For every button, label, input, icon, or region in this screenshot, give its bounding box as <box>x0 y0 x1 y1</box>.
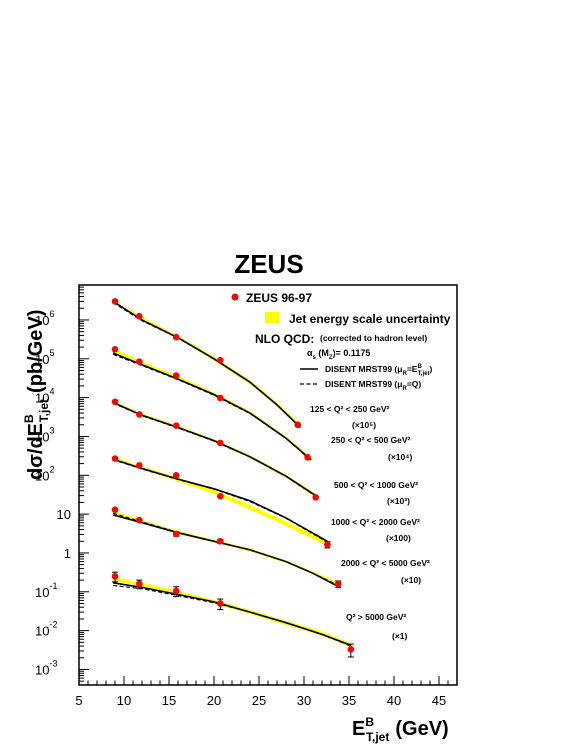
theory-solid-line <box>112 514 341 589</box>
x-tick-label: 25 <box>252 693 266 708</box>
y-tick-label: 102 <box>35 464 54 483</box>
data-point <box>217 394 224 402</box>
uncertainty-band <box>113 400 318 499</box>
data-point <box>172 530 180 538</box>
data-point <box>136 411 143 418</box>
data-point <box>172 333 180 341</box>
y-tick-label: 105 <box>35 348 54 367</box>
legend-alpha-label: αs (MZ)= 0.1175 <box>307 348 370 361</box>
legend-dashed-label: DISENT MRST99 (μR=Q) <box>325 379 421 392</box>
data-point <box>347 646 355 653</box>
theory-solid-line <box>112 401 318 498</box>
y-tick-label: 10-3 <box>35 658 57 677</box>
region-label: 125 < Q² < 250 GeV² <box>310 404 390 414</box>
region-scale: (×10³) <box>387 496 410 506</box>
region-scale: (×1) <box>392 631 408 641</box>
x-tick-label: 30 <box>297 693 311 708</box>
data-point <box>111 455 119 462</box>
data-point <box>136 516 143 524</box>
legend-data-marker <box>231 293 239 301</box>
data-point <box>334 580 342 588</box>
theory-dashed-line <box>113 584 352 647</box>
y-tick-label: 106 <box>35 309 54 328</box>
region-label: 500 < Q² < 1000 GeV² <box>334 480 418 490</box>
x-tick-label: 15 <box>162 693 176 708</box>
y-axis-label: dσ/dEBT,jet(pb/GeV) <box>22 310 51 480</box>
data-point <box>217 600 224 607</box>
legend-corrected-label: (corrected to hadron level) <box>320 333 427 343</box>
chart-title: ZEUS <box>234 249 303 279</box>
data-point <box>172 587 180 595</box>
x-tick-label: 5 <box>75 693 82 708</box>
legend-solid-label: DISENT MRST99 (μR=EB T,jet) <box>325 364 432 377</box>
data-point <box>172 372 180 379</box>
theory-solid-line <box>112 300 301 429</box>
data-point <box>172 471 180 479</box>
legend: ZEUS 96-97 Jet energy scale uncertainty … <box>231 291 451 392</box>
data-point <box>217 356 224 364</box>
legend-band-label: Jet energy scale uncertainty <box>289 312 451 326</box>
data-point <box>217 439 224 447</box>
data-point <box>312 494 320 501</box>
data-point <box>294 421 302 429</box>
uncertainty-band <box>113 577 351 647</box>
data-point <box>217 537 224 545</box>
legend-band-swatch <box>265 312 279 323</box>
theory-dashed-line <box>112 402 318 498</box>
data-point <box>304 454 311 461</box>
theory-solid-line <box>112 352 312 461</box>
y-tick-label: 10 <box>57 507 71 522</box>
uncertainty-band <box>113 511 340 587</box>
data-point <box>324 541 331 548</box>
data-point <box>111 346 119 353</box>
data-point <box>172 422 180 429</box>
theory-solid-line <box>112 458 328 542</box>
legend-nlo-label: NLO QCD: <box>255 332 314 346</box>
y-tick-label: 104 <box>35 387 54 406</box>
data-point <box>136 312 143 320</box>
y-tick-label: 10-2 <box>35 620 57 639</box>
data-point <box>136 580 143 588</box>
data-point <box>111 573 119 580</box>
x-tick-label: 10 <box>117 693 131 708</box>
y-tick-label: 103 <box>35 425 54 444</box>
region-label: 250 < Q² < 500 GeV² <box>331 435 411 445</box>
x-axis-label: EB T,jet (GeV) <box>352 715 449 744</box>
region-label: 1000 < Q² < 2000 GeV² <box>331 517 420 527</box>
data-point <box>111 398 119 406</box>
region-label: 2000 < Q² < 5000 GeV² <box>341 558 430 568</box>
region-scale: (×10⁴) <box>388 452 412 462</box>
data-point <box>111 506 119 514</box>
uncertainty-band <box>113 348 312 462</box>
region-scale: (×10⁵) <box>352 420 376 430</box>
x-tick-label: 20 <box>207 693 221 708</box>
region-scale: (×100) <box>386 533 411 543</box>
x-tick-label: 35 <box>342 693 356 708</box>
data-point <box>136 358 143 366</box>
region-labels: 125 < Q² < 250 GeV² (×10⁵) 250 < Q² < 50… <box>310 404 430 641</box>
data-point <box>136 462 143 469</box>
x-tick-label: 45 <box>432 693 446 708</box>
plot-area <box>111 297 355 658</box>
axes: 5 10 15 20 25 30 35 40 45 10-3 10-2 10-1 1 10 102 103 10… <box>35 286 458 708</box>
y-tick-label: 1 <box>64 546 71 561</box>
y-tick-label: 10-1 <box>35 581 57 600</box>
region-scale: (×10) <box>401 575 421 585</box>
data-point <box>217 492 224 500</box>
x-tick-label: 40 <box>387 693 401 708</box>
data-point <box>111 298 119 305</box>
theory-solid-line <box>113 582 352 647</box>
legend-data-label: ZEUS 96-97 <box>246 291 312 305</box>
region-label: Q² > 5000 GeV² <box>346 612 406 622</box>
